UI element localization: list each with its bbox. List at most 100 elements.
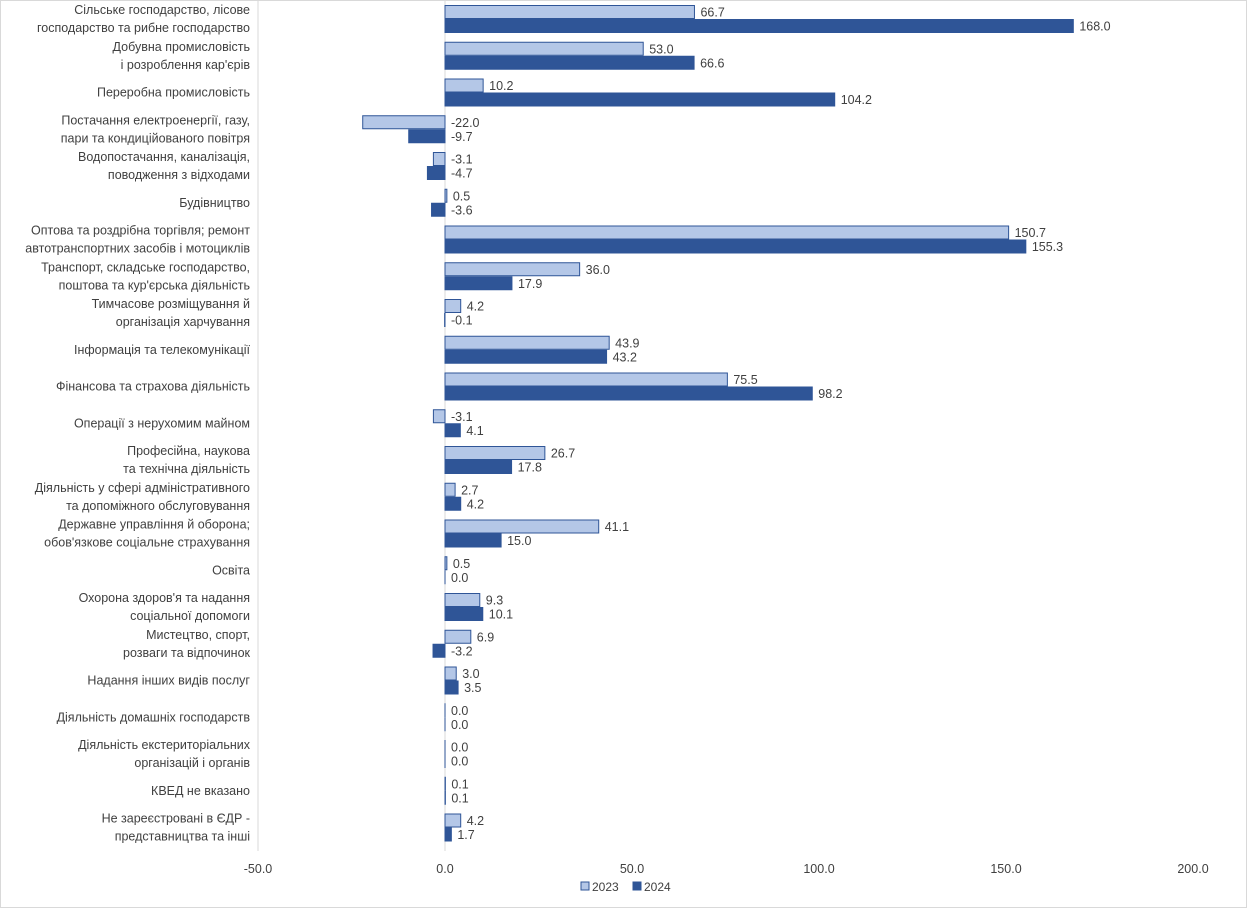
legend-label-2024: 2024	[644, 880, 671, 894]
data-label-2024: 17.9	[518, 277, 542, 291]
data-label-2023: 6.9	[477, 630, 494, 644]
data-label-2024: 1.7	[457, 828, 474, 842]
bar-2023	[445, 189, 447, 202]
category-label: господарство та рибне господарство	[37, 21, 250, 35]
data-label-2023: -3.1	[451, 410, 473, 424]
category-label: Діяльність домашніх господарств	[57, 710, 251, 724]
category-label: Діяльність екстериторіальних	[78, 738, 251, 752]
data-label-2023: 10.2	[489, 79, 513, 93]
category-label: Надання інших видів послуг	[87, 674, 250, 688]
bar-2023	[445, 483, 455, 496]
bar-2024	[445, 461, 512, 474]
data-label-2023: 41.1	[605, 520, 629, 534]
legend-swatch-2023	[581, 882, 589, 890]
x-tick-label: 100.0	[803, 862, 834, 876]
bar-2024	[432, 203, 445, 216]
data-label-2024: -4.7	[451, 167, 473, 181]
bar-2024	[433, 644, 445, 657]
data-label-2024: 155.3	[1032, 240, 1063, 254]
data-label-2024: 0.1	[451, 791, 468, 805]
data-label-2023: 0.0	[451, 741, 468, 755]
category-label: та технічна діяльність	[123, 462, 250, 476]
data-label-2024: 43.2	[613, 350, 637, 364]
category-label: Оптова та роздрібна торгівля; ремонт	[31, 224, 250, 238]
bar-2024	[445, 277, 512, 290]
data-label-2023: 0.5	[453, 189, 470, 203]
data-label-2024: 98.2	[818, 387, 842, 401]
x-tick-label: -50.0	[244, 862, 273, 876]
bar-2023	[445, 226, 1009, 239]
data-label-2023: 9.3	[486, 594, 503, 608]
bar-2024	[445, 681, 458, 694]
category-label: Професійна, наукова	[127, 444, 250, 458]
bar-2023	[445, 447, 545, 460]
bar-2024	[445, 240, 1026, 253]
bar-2024	[445, 56, 694, 69]
data-label-2023: 0.5	[453, 557, 470, 571]
category-label: та допоміжного обслуговування	[66, 499, 250, 513]
category-label: Мистецтво, спорт,	[146, 628, 250, 642]
x-tick-label: 0.0	[436, 862, 453, 876]
legend-swatch-2024	[633, 882, 641, 890]
category-label: Сільське господарство, лісове	[74, 3, 250, 17]
data-label-2024: -9.7	[451, 130, 473, 144]
category-label: організація харчування	[116, 315, 250, 329]
category-label: поводження з відходами	[108, 168, 250, 182]
bar-2024	[445, 424, 460, 437]
category-label: і розроблення кар'єрів	[121, 58, 251, 72]
category-label: Переробна промисловість	[97, 86, 250, 100]
data-label-2024: 10.1	[489, 608, 513, 622]
data-label-2023: 4.2	[467, 300, 484, 314]
data-label-2024: 168.0	[1079, 20, 1110, 34]
category-label: Діяльність у сфері адміністративного	[35, 481, 250, 495]
bar-2024	[445, 608, 483, 621]
bar-2023	[445, 373, 727, 386]
data-label-2023: 2.7	[461, 483, 478, 497]
data-label-2023: 75.5	[733, 373, 757, 387]
bar-2024	[409, 130, 445, 143]
category-label: Водопостачання, каналізація,	[78, 150, 250, 164]
data-label-2024: 15.0	[507, 534, 531, 548]
data-label-2023: 4.2	[467, 814, 484, 828]
bar-2023	[363, 116, 445, 129]
data-label-2023: 0.1	[451, 777, 468, 791]
data-label-2024: 0.0	[451, 755, 468, 769]
category-label: Будівництво	[179, 196, 250, 210]
category-label: розваги та відпочинок	[123, 646, 250, 660]
category-label: Операції з нерухомим майном	[74, 416, 250, 430]
category-label: соціальної допомоги	[130, 609, 250, 623]
category-label: Інформація та телекомунікації	[74, 343, 251, 357]
data-label-2024: 17.8	[518, 461, 542, 475]
data-label-2023: 150.7	[1015, 226, 1046, 240]
bar-2023	[445, 557, 447, 570]
category-label: Не зареєстровані в ЄДР -	[102, 812, 250, 826]
data-label-2024: 0.0	[451, 571, 468, 585]
bar-2023	[445, 594, 480, 607]
bar-2023	[433, 410, 445, 423]
category-label: обов'язкове соціальне страхування	[44, 536, 250, 550]
bar-2024	[445, 93, 835, 106]
data-label-2023: 66.7	[700, 6, 724, 20]
data-label-2023: 43.9	[615, 336, 639, 350]
category-label: Постачання електроенергії, газу,	[61, 113, 250, 127]
data-label-2024: 4.2	[467, 497, 484, 511]
bar-2023	[445, 263, 580, 276]
bar-2023	[445, 520, 599, 533]
bar-2023	[433, 153, 445, 166]
bar-2023	[445, 667, 456, 680]
bar-2023	[445, 42, 643, 55]
data-label-2024: -3.2	[451, 644, 473, 658]
data-label-2023: -22.0	[451, 116, 480, 130]
category-label: Освіта	[212, 563, 250, 577]
bar-2024	[445, 534, 501, 547]
bar-2023	[445, 630, 471, 643]
category-label: Фінансова та страхова діяльність	[56, 380, 250, 394]
category-label: Державне управління й оборона;	[58, 518, 250, 532]
data-label-2023: -3.1	[451, 153, 473, 167]
data-label-2023: 53.0	[649, 42, 673, 56]
data-label-2024: -3.6	[451, 203, 473, 217]
category-label: Тимчасове розміщування й	[92, 297, 250, 311]
x-tick-label: 150.0	[990, 862, 1021, 876]
category-label: пари та кондиційованого повітря	[61, 131, 250, 145]
